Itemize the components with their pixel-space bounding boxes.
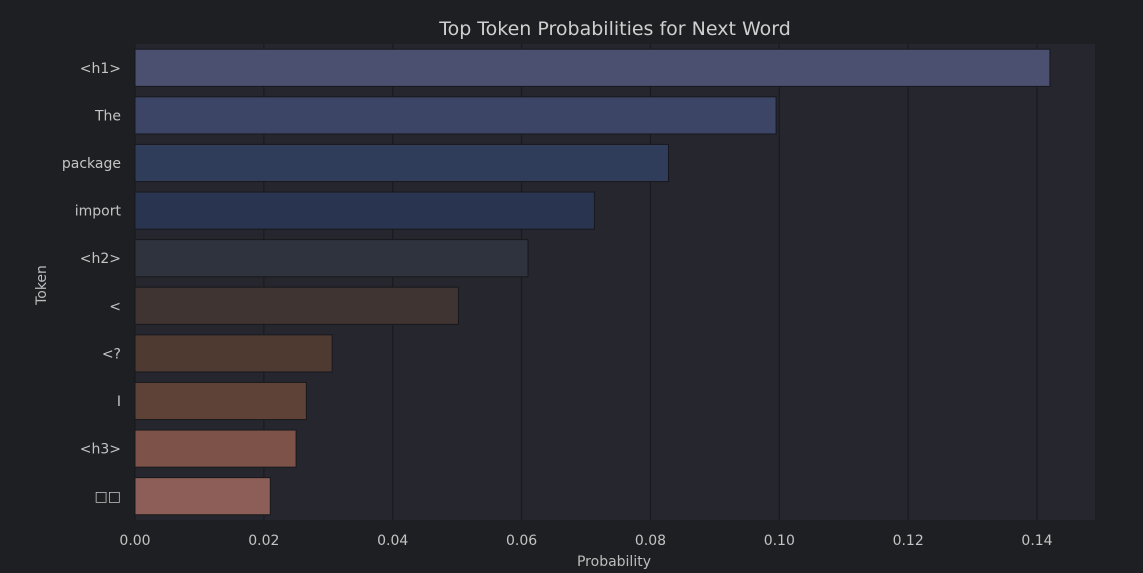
bars bbox=[134, 48, 1051, 516]
chart-title: Top Token Probabilities for Next Word bbox=[438, 18, 791, 40]
bar-2 bbox=[134, 143, 669, 183]
x-tick-label-7: 0.14 bbox=[1021, 533, 1052, 549]
y-tick-label-3: import bbox=[75, 204, 122, 220]
x-tick-label-5: 0.10 bbox=[764, 533, 795, 549]
bar-4 bbox=[134, 239, 529, 278]
y-tick-label-8: <h3> bbox=[80, 442, 121, 458]
bar-3 bbox=[134, 191, 595, 230]
y-tick-label-4: <h2> bbox=[80, 251, 121, 267]
y-tick-label-0: <h1> bbox=[80, 61, 121, 77]
x-axis-label: Probability bbox=[577, 554, 651, 570]
y-tick-label-5: < bbox=[109, 299, 121, 315]
y-tick-label-1: The bbox=[94, 108, 121, 124]
bar-0 bbox=[134, 48, 1051, 87]
x-tick-label-6: 0.12 bbox=[893, 533, 924, 549]
bar-1 bbox=[134, 96, 777, 135]
y-axis-label: Token bbox=[34, 265, 50, 306]
x-tick-label-2: 0.04 bbox=[377, 533, 408, 549]
bar-5 bbox=[134, 286, 459, 325]
x-tick-label-0: 0.00 bbox=[119, 533, 150, 549]
x-tick-labels: 0.00 0.02 0.04 0.06 0.08 0.10 0.12 0.14 bbox=[119, 533, 1052, 549]
y-tick-label-9: □□ bbox=[95, 489, 121, 505]
bar-9 bbox=[134, 477, 271, 516]
y-tick-label-2: package bbox=[62, 156, 121, 172]
y-tick-label-6: <? bbox=[102, 346, 121, 362]
x-tick-label-1: 0.02 bbox=[248, 533, 279, 549]
bar-8 bbox=[134, 429, 297, 468]
y-tick-label-7: I bbox=[117, 394, 121, 410]
bar-7 bbox=[134, 381, 307, 421]
bar-6 bbox=[134, 334, 333, 373]
x-tick-label-4: 0.08 bbox=[635, 533, 666, 549]
x-tick-label-3: 0.06 bbox=[506, 533, 537, 549]
y-tick-labels: <h1> The package import <h2> < <? I <h3> □□ bbox=[62, 61, 122, 505]
